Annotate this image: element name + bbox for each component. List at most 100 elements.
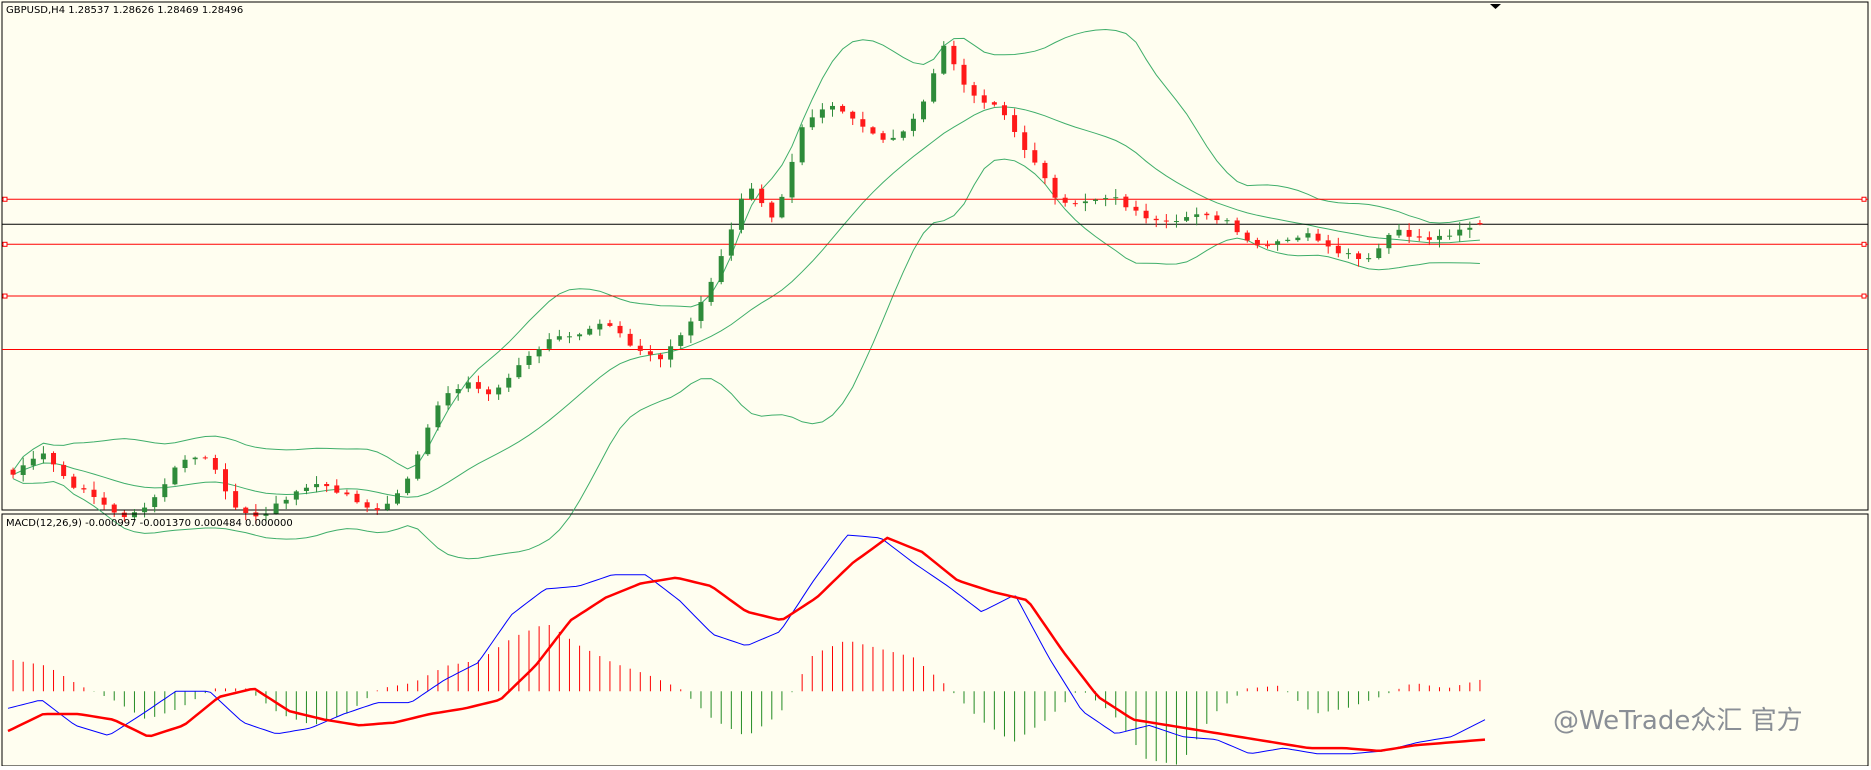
candle[interactable]: [900, 130, 906, 141]
candle[interactable]: [597, 319, 603, 336]
candle[interactable]: [526, 351, 532, 370]
candle[interactable]: [1447, 229, 1453, 240]
candle[interactable]: [1032, 142, 1038, 166]
candle[interactable]: [708, 277, 714, 306]
candle[interactable]: [405, 476, 411, 496]
candle[interactable]: [1285, 237, 1291, 243]
candle[interactable]: [860, 111, 866, 133]
candle[interactable]: [819, 103, 825, 124]
candle[interactable]: [1426, 231, 1432, 246]
candle[interactable]: [759, 184, 765, 207]
candle[interactable]: [941, 41, 947, 75]
candle[interactable]: [1153, 215, 1159, 228]
candle[interactable]: [536, 346, 542, 364]
candle[interactable]: [425, 424, 431, 456]
candle[interactable]: [981, 89, 987, 109]
candle[interactable]: [1143, 203, 1149, 224]
candle[interactable]: [647, 345, 653, 362]
candles[interactable]: [10, 40, 1483, 524]
candle[interactable]: [162, 478, 168, 502]
candle[interactable]: [506, 373, 512, 392]
candle[interactable]: [890, 129, 896, 141]
candle[interactable]: [121, 510, 127, 522]
candle[interactable]: [516, 357, 522, 379]
candle[interactable]: [658, 352, 664, 368]
candle[interactable]: [1356, 251, 1362, 267]
candle[interactable]: [1113, 189, 1119, 205]
candle[interactable]: [51, 451, 57, 472]
candle[interactable]: [61, 461, 67, 479]
candle[interactable]: [880, 130, 886, 143]
candle[interactable]: [637, 338, 643, 356]
candle[interactable]: [749, 182, 755, 201]
candle[interactable]: [101, 492, 107, 510]
candle[interactable]: [607, 319, 613, 328]
candle[interactable]: [293, 489, 299, 506]
candle[interactable]: [1133, 200, 1139, 216]
candle[interactable]: [111, 503, 117, 517]
candle[interactable]: [1315, 228, 1321, 243]
candle[interactable]: [40, 446, 46, 464]
candle[interactable]: [1052, 174, 1058, 205]
candle[interactable]: [1123, 194, 1129, 211]
candle[interactable]: [1214, 211, 1220, 224]
candle[interactable]: [486, 386, 492, 401]
candle[interactable]: [931, 68, 937, 104]
candle[interactable]: [192, 456, 198, 465]
candle[interactable]: [1376, 243, 1382, 260]
candle[interactable]: [961, 58, 967, 93]
candle[interactable]: [1345, 248, 1351, 259]
candle[interactable]: [374, 503, 380, 515]
candle[interactable]: [364, 499, 370, 513]
candle[interactable]: [1184, 211, 1190, 223]
candle[interactable]: [182, 455, 188, 473]
candle[interactable]: [1012, 108, 1018, 138]
candle[interactable]: [1477, 220, 1483, 226]
candle[interactable]: [910, 113, 916, 137]
candle[interactable]: [172, 465, 178, 486]
candle[interactable]: [283, 496, 289, 510]
candle[interactable]: [233, 483, 239, 510]
candle[interactable]: [394, 489, 400, 506]
candle[interactable]: [344, 489, 350, 497]
candle[interactable]: [951, 40, 957, 71]
candle[interactable]: [1022, 125, 1028, 159]
candle[interactable]: [738, 193, 744, 234]
candle[interactable]: [1254, 237, 1260, 249]
candle[interactable]: [556, 329, 562, 342]
candle[interactable]: [465, 376, 471, 393]
candle[interactable]: [131, 508, 137, 521]
candle[interactable]: [546, 333, 552, 352]
candle[interactable]: [223, 463, 229, 500]
candle[interactable]: [971, 81, 977, 104]
candle[interactable]: [1093, 198, 1099, 205]
candle[interactable]: [728, 222, 734, 261]
candle[interactable]: [202, 455, 208, 460]
candle[interactable]: [1406, 223, 1412, 244]
candle[interactable]: [334, 479, 340, 494]
candle[interactable]: [354, 490, 360, 504]
candle[interactable]: [698, 296, 704, 329]
candle[interactable]: [243, 506, 249, 521]
candle[interactable]: [1396, 224, 1402, 238]
candle[interactable]: [829, 102, 835, 117]
candle[interactable]: [273, 495, 279, 515]
candle[interactable]: [1194, 207, 1200, 226]
candle[interactable]: [1436, 229, 1442, 248]
candle[interactable]: [1467, 221, 1473, 238]
candle[interactable]: [384, 495, 390, 512]
candle[interactable]: [455, 384, 461, 401]
candle[interactable]: [1416, 228, 1422, 242]
candle[interactable]: [445, 386, 451, 410]
candle[interactable]: [324, 481, 330, 493]
candle[interactable]: [688, 317, 694, 344]
candle[interactable]: [1204, 211, 1210, 220]
candle[interactable]: [81, 484, 87, 494]
candle[interactable]: [809, 109, 815, 130]
candle[interactable]: [152, 494, 158, 513]
candle[interactable]: [1001, 101, 1007, 120]
scroll-marker-icon[interactable]: [1490, 4, 1501, 9]
candle[interactable]: [921, 99, 927, 123]
candle[interactable]: [496, 384, 502, 400]
